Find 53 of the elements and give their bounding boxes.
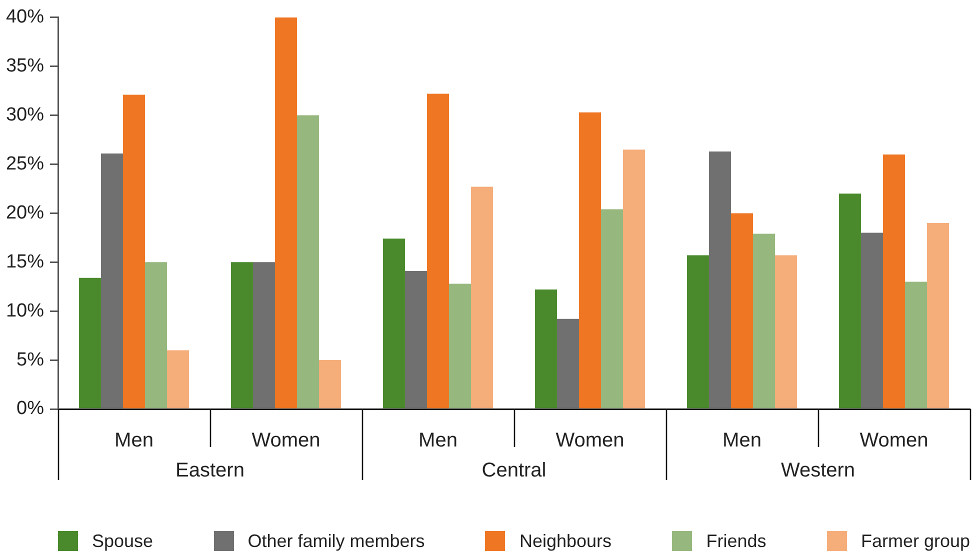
- bar: [882, 154, 906, 408]
- legend-label: Farmer group: [860, 530, 970, 552]
- y-tick-label: 0%: [16, 398, 44, 420]
- legend-label: Neighbours: [519, 530, 612, 552]
- bar: [404, 270, 427, 408]
- bar: [601, 209, 624, 408]
- bar: [426, 94, 450, 408]
- text: Central: [482, 460, 546, 482]
- bar: [382, 238, 405, 408]
- bar: [230, 262, 253, 408]
- bar: [838, 194, 861, 408]
- bar: [927, 222, 950, 408]
- bar: [122, 94, 146, 408]
- text: Western: [780, 460, 856, 482]
- bar: [145, 262, 168, 408]
- bar: [78, 278, 101, 408]
- y-tick-label: 25%: [6, 153, 44, 174]
- x-tick-label: Women: [252, 430, 320, 452]
- x-tick-label: Women: [860, 430, 928, 452]
- bar: [686, 255, 709, 408]
- legend-label: Friends: [706, 530, 766, 552]
- bar: [252, 262, 275, 408]
- y-tick-label: 20%: [6, 202, 44, 224]
- y-tick-label: 40%: [6, 6, 44, 28]
- legend-label: Other family members: [248, 530, 425, 552]
- y-tick-label: 30%: [6, 104, 44, 126]
- bar: [274, 17, 298, 408]
- bar: [556, 318, 579, 408]
- bar: [319, 360, 342, 408]
- x-tick-label: Men: [418, 430, 458, 452]
- y-tick-label: 5%: [16, 349, 44, 370]
- bar: [860, 232, 883, 408]
- bar: [449, 284, 472, 408]
- bar: [753, 234, 776, 408]
- bar: [167, 350, 190, 408]
- y-tick-label: 35%: [6, 56, 44, 77]
- text: Eastern: [176, 460, 244, 482]
- bar: [775, 255, 798, 408]
- bar: [578, 112, 602, 408]
- y-tick-label: 15%: [6, 251, 44, 272]
- x-tick-label: Men: [114, 430, 154, 452]
- legend-label: Spouse: [92, 530, 154, 552]
- bar: [534, 290, 557, 408]
- x-tick-label: Men: [722, 430, 762, 452]
- bar: [708, 152, 731, 408]
- bar: [905, 282, 928, 408]
- bar: [297, 115, 320, 408]
- bar: [471, 186, 494, 408]
- x-tick-label: Women: [556, 430, 624, 452]
- bar: [100, 153, 123, 408]
- y-tick-label: 10%: [6, 300, 44, 322]
- bar: [730, 213, 754, 408]
- bar: [623, 150, 646, 408]
